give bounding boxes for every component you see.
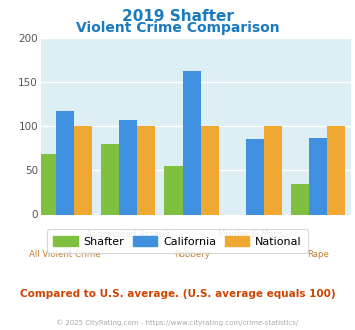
Bar: [38, 154, 56, 214]
Text: Murder & Mans...: Murder & Mans...: [218, 230, 292, 239]
Text: Aggravated Assault: Aggravated Assault: [86, 230, 170, 239]
Bar: [74, 126, 92, 214]
Bar: [246, 139, 264, 214]
Bar: [101, 144, 119, 214]
Legend: Shafter, California, National: Shafter, California, National: [47, 229, 308, 253]
Text: Rape: Rape: [307, 250, 329, 259]
Text: Violent Crime Comparison: Violent Crime Comparison: [76, 21, 279, 35]
Text: Compared to U.S. average. (U.S. average equals 100): Compared to U.S. average. (U.S. average …: [20, 289, 335, 299]
Text: All Violent Crime: All Violent Crime: [29, 250, 101, 259]
Bar: [182, 72, 201, 214]
Bar: [264, 126, 282, 214]
Bar: [327, 126, 345, 214]
Bar: [309, 138, 327, 214]
Bar: [119, 120, 137, 214]
Bar: [291, 183, 309, 214]
Text: Robbery: Robbery: [174, 250, 209, 259]
Bar: [164, 166, 182, 214]
Bar: [137, 126, 155, 214]
Bar: [56, 111, 74, 214]
Text: © 2025 CityRating.com - https://www.cityrating.com/crime-statistics/: © 2025 CityRating.com - https://www.city…: [56, 319, 299, 326]
Bar: [201, 126, 219, 214]
Text: 2019 Shafter: 2019 Shafter: [121, 9, 234, 24]
